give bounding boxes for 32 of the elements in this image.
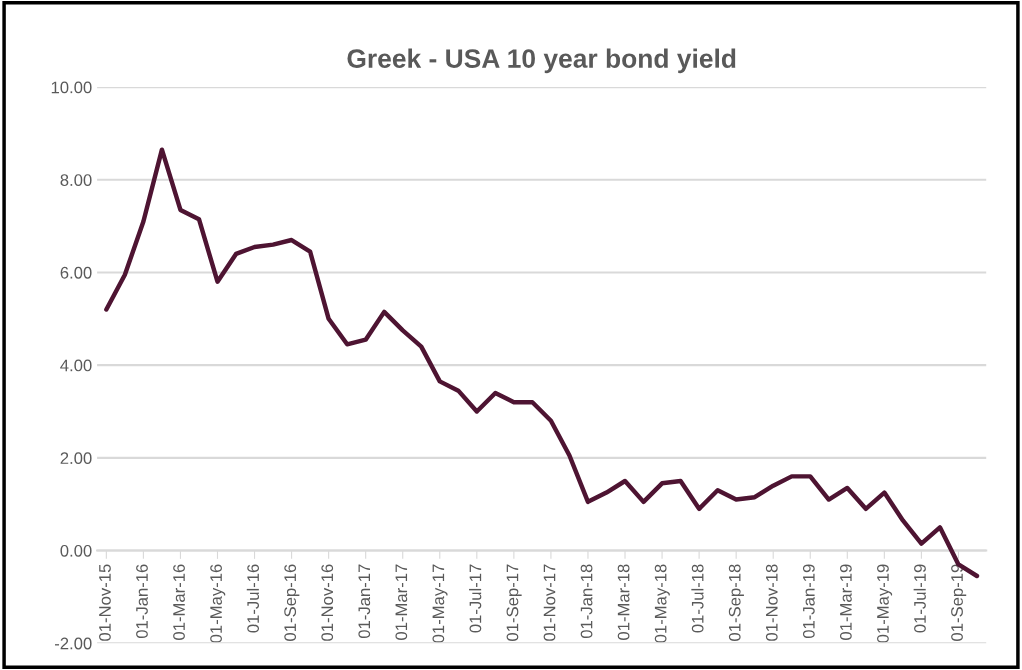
x-tick-label: 01-Jul-17 [469,564,482,633]
x-tick-label: 01-Mar-19 [839,564,852,640]
y-tick-label: 10.00 [51,81,92,94]
x-tick-label: 01-May-19 [877,564,893,643]
x-tick-label: 01-Jan-18 [580,564,593,639]
x-tick-label: 01-Sep-18 [728,564,744,641]
x-tick-label: 01-Nov-15 [99,564,111,641]
x-tick-label: 01-Jul-18 [691,564,704,633]
y-tick-label: 8.00 [60,174,92,186]
x-tick-label: 01-Mar-18 [617,564,630,640]
y-tick-label: 2.00 [60,452,92,465]
x-tick-label: 01-Sep-17 [506,564,522,641]
x-tick-label: 01-Jul-16 [246,564,260,633]
x-tick-label: 01-Sep-16 [284,564,300,641]
y-tick-label: 4.00 [60,359,92,372]
x-tick-label: 01-Mar-16 [173,564,185,640]
x-tick-label: 01-Mar-17 [395,564,408,640]
x-tick-label: 01-Nov-16 [321,564,334,641]
y-tick-label: 0.00 [60,544,92,557]
x-tick-label: 01-Jul-19 [913,564,926,633]
x-tick-label: 01-May-16 [210,564,226,643]
x-tick-label: 01-May-18 [654,564,670,643]
chart-title: Greek - USA 10 year bond yield [347,48,736,74]
x-tick-label: 01-Nov-18 [765,564,778,641]
y-tick-label: 6.00 [60,266,92,279]
y-tick-label: -2.00 [54,637,92,650]
x-tick-label: 01-Sep-19 [951,564,967,641]
x-tick-label: 01-Jan-19 [802,564,815,639]
x-tick-label: 01-Nov-17 [543,564,556,641]
x-tick-label: 01-Jan-16 [136,564,148,639]
x-tick-label: 01-Jan-17 [358,564,371,639]
x-tick-label: 01-May-17 [432,564,448,643]
